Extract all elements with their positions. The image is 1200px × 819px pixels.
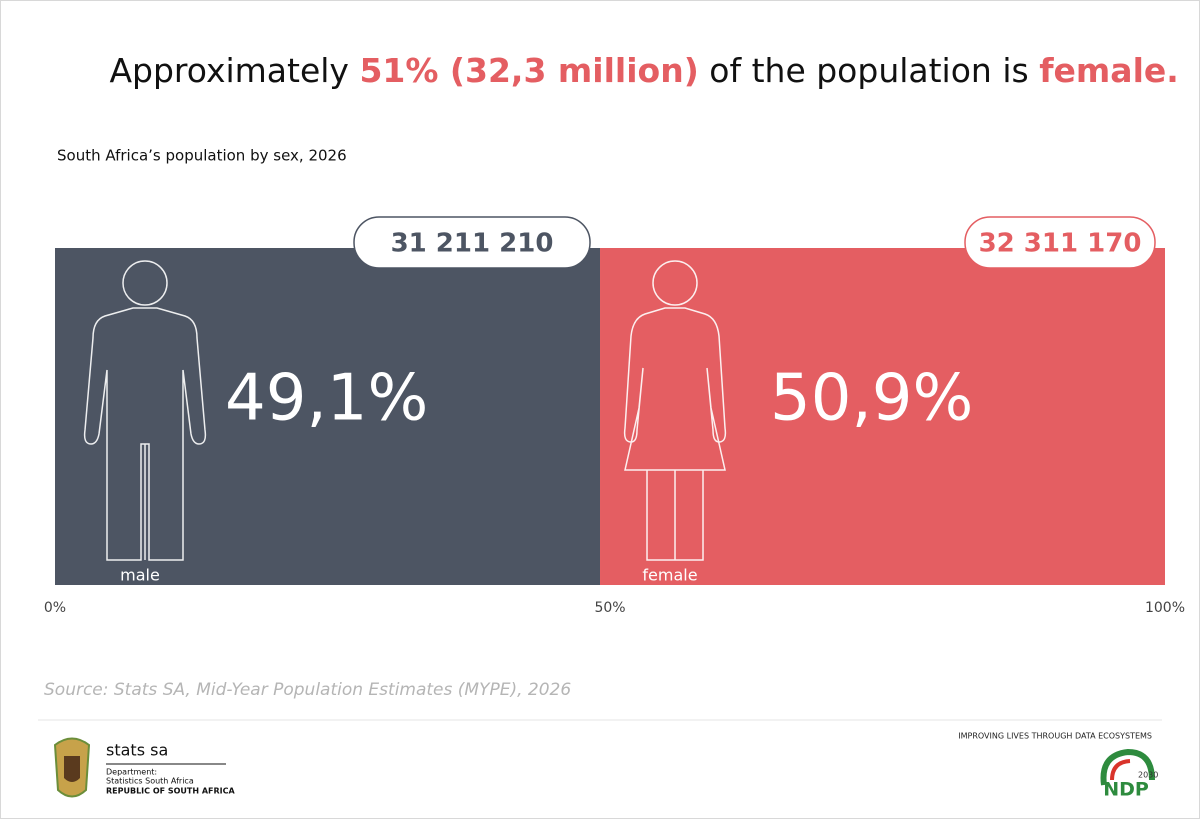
icon-part [652, 260, 698, 306]
statssa-logo: stats sa Department: Statistics South Af… [53, 737, 236, 798]
ndp-year: 2030 [1138, 771, 1158, 780]
department: Department: [106, 768, 157, 777]
value-label: 50,9% [770, 362, 973, 436]
department-name: Statistics South Africa [106, 777, 194, 786]
ndp-arc [1110, 759, 1131, 781]
tagline: IMPROVING LIVES THROUGH DATA ECOSYSTEMS [958, 732, 1152, 741]
title-highlight: 51% (32,3 million) [359, 51, 698, 90]
category-label: female [642, 566, 697, 585]
title-part: Approximately [109, 51, 359, 90]
ndp-text: NDP [1103, 779, 1149, 801]
person-icon [83, 260, 207, 561]
count-pill [964, 216, 1156, 269]
person-icon [623, 260, 727, 561]
ndp-logo: 2030 NDP [1100, 748, 1158, 801]
count-pill [353, 216, 591, 269]
icon-part [623, 307, 727, 471]
icon-part [122, 260, 168, 306]
count-label: 31 211 210 [391, 229, 554, 259]
bar-segment [600, 248, 1165, 585]
plot: 0% 50% 100% male 49,1% 31 211 210 female 50,9% 3… [44, 216, 1185, 616]
chart-subtitle: South Africa’s population by sex, 2026 [57, 147, 347, 165]
icon-part [646, 470, 704, 561]
value-label: 49,1% [225, 362, 428, 436]
x-tick-label: 100% [1145, 600, 1185, 616]
x-tick-label: 50% [594, 600, 625, 616]
source: Source: Stats SA, Mid-Year Population Es… [44, 680, 571, 700]
emblem-shield [64, 756, 80, 782]
x-tick-label: 0% [44, 600, 66, 616]
bar-segment [55, 248, 601, 585]
chart-title: Approximately 51% (32,3 million) of the … [57, 51, 1200, 90]
category-label: male [120, 566, 160, 585]
count-label: 32 311 170 [979, 229, 1142, 259]
title-highlight: female. [1039, 51, 1179, 90]
country: REPUBLIC OF SOUTH AFRICA [106, 787, 236, 796]
logo-name: stats sa [106, 741, 168, 760]
icon-part [83, 307, 207, 561]
ndp-arc [1100, 748, 1155, 786]
title-part: of the population is [699, 51, 1039, 90]
